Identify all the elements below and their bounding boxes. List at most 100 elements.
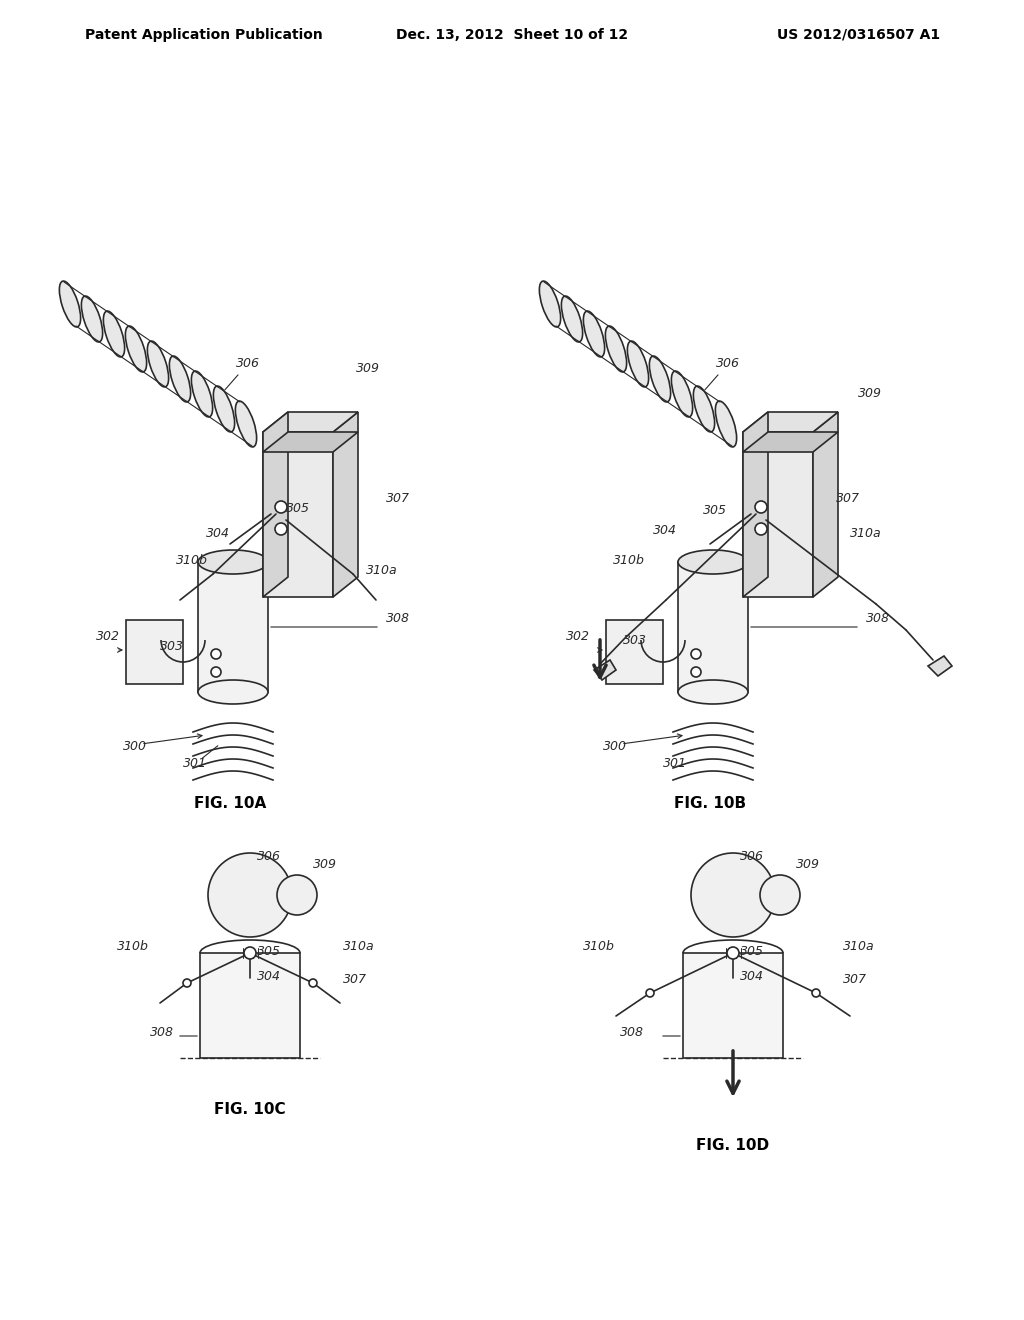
Text: 306: 306 [257, 850, 281, 863]
Circle shape [755, 523, 767, 535]
Polygon shape [126, 620, 183, 684]
Text: 309: 309 [796, 858, 820, 871]
Polygon shape [678, 562, 748, 692]
Ellipse shape [584, 312, 604, 356]
Text: 309: 309 [313, 858, 337, 871]
Circle shape [812, 989, 820, 997]
Ellipse shape [716, 401, 736, 447]
Text: 309: 309 [858, 387, 882, 400]
Text: 304: 304 [257, 970, 281, 983]
Polygon shape [743, 412, 838, 432]
Circle shape [760, 875, 800, 915]
Circle shape [278, 875, 317, 915]
Text: 309: 309 [356, 362, 380, 375]
Text: 310a: 310a [843, 940, 874, 953]
Text: 306: 306 [740, 850, 764, 863]
Text: FIG. 10C: FIG. 10C [214, 1102, 286, 1118]
Ellipse shape [678, 680, 748, 704]
Text: 310b: 310b [117, 940, 148, 953]
Ellipse shape [561, 296, 583, 342]
Text: 307: 307 [386, 492, 410, 506]
Ellipse shape [540, 281, 560, 327]
Ellipse shape [191, 371, 213, 417]
Text: 306: 306 [225, 356, 260, 389]
Polygon shape [263, 412, 288, 597]
Text: 304: 304 [740, 970, 764, 983]
Ellipse shape [649, 356, 671, 403]
Circle shape [691, 853, 775, 937]
Polygon shape [813, 412, 838, 597]
Text: 307: 307 [836, 492, 860, 506]
Text: 300: 300 [123, 741, 147, 752]
Text: 310b: 310b [176, 554, 208, 568]
Polygon shape [928, 656, 952, 676]
Circle shape [244, 946, 256, 960]
Ellipse shape [198, 550, 268, 574]
Text: US 2012/0316507 A1: US 2012/0316507 A1 [777, 28, 940, 42]
Text: 305: 305 [257, 945, 281, 958]
Circle shape [755, 502, 767, 513]
Ellipse shape [693, 385, 715, 432]
Ellipse shape [198, 680, 268, 704]
Polygon shape [606, 620, 663, 684]
Ellipse shape [125, 326, 146, 372]
Text: 302: 302 [96, 630, 120, 643]
Text: 307: 307 [843, 973, 867, 986]
Text: 310a: 310a [850, 527, 882, 540]
Text: 310a: 310a [366, 564, 397, 577]
Text: FIG. 10B: FIG. 10B [674, 796, 746, 812]
Ellipse shape [169, 356, 190, 403]
Ellipse shape [147, 341, 169, 387]
Polygon shape [263, 432, 358, 451]
Circle shape [691, 649, 701, 659]
Circle shape [691, 667, 701, 677]
Ellipse shape [236, 401, 257, 447]
Text: Patent Application Publication: Patent Application Publication [85, 28, 323, 42]
Text: FIG. 10A: FIG. 10A [194, 796, 266, 812]
Circle shape [183, 979, 191, 987]
Text: 305: 305 [286, 502, 310, 515]
Circle shape [646, 989, 654, 997]
Polygon shape [333, 412, 358, 597]
Text: 310b: 310b [613, 554, 645, 568]
Polygon shape [263, 412, 358, 432]
Circle shape [275, 502, 287, 513]
Polygon shape [743, 432, 813, 597]
Polygon shape [198, 562, 268, 692]
Text: 304: 304 [206, 527, 230, 540]
Text: Dec. 13, 2012  Sheet 10 of 12: Dec. 13, 2012 Sheet 10 of 12 [396, 28, 628, 42]
Circle shape [309, 979, 317, 987]
Ellipse shape [672, 371, 692, 417]
Polygon shape [743, 432, 838, 451]
Circle shape [211, 649, 221, 659]
Ellipse shape [81, 296, 102, 342]
Text: 308: 308 [386, 612, 410, 624]
Polygon shape [594, 660, 616, 680]
Circle shape [208, 853, 292, 937]
Text: 305: 305 [740, 945, 764, 958]
Circle shape [211, 667, 221, 677]
Text: FIG. 10D: FIG. 10D [696, 1138, 770, 1154]
Text: 304: 304 [653, 524, 677, 537]
Text: 303: 303 [160, 640, 184, 653]
Ellipse shape [213, 385, 234, 432]
Ellipse shape [678, 550, 748, 574]
Text: 305: 305 [703, 504, 727, 517]
Text: 310b: 310b [583, 940, 614, 953]
Text: 310a: 310a [343, 940, 375, 953]
Ellipse shape [59, 281, 81, 327]
Text: 303: 303 [623, 634, 647, 647]
Polygon shape [200, 953, 300, 1059]
Polygon shape [683, 953, 783, 1059]
Polygon shape [743, 412, 768, 597]
Ellipse shape [628, 341, 648, 387]
Text: 300: 300 [603, 741, 627, 752]
Text: 302: 302 [566, 630, 590, 643]
Text: 301: 301 [663, 756, 687, 770]
Text: 308: 308 [620, 1026, 644, 1039]
Ellipse shape [605, 326, 627, 372]
Text: 308: 308 [150, 1026, 174, 1039]
Text: 308: 308 [866, 612, 890, 624]
Polygon shape [263, 432, 333, 597]
Text: 307: 307 [343, 973, 367, 986]
